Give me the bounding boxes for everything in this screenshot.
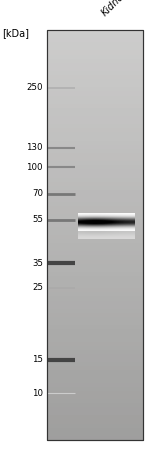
Text: 10: 10 [32,389,43,398]
Text: 15: 15 [32,355,43,364]
Text: 55: 55 [32,216,43,224]
Text: 25: 25 [32,283,43,293]
Text: 70: 70 [32,189,43,198]
Bar [47,30,143,440]
Text: [kDa]: [kDa] [2,28,29,38]
Bar [47,30,143,440]
Text: 250: 250 [27,84,43,92]
Text: 35: 35 [32,258,43,268]
Text: Kidney: Kidney [100,0,130,18]
Text: 100: 100 [27,162,43,172]
Text: 130: 130 [27,143,43,152]
